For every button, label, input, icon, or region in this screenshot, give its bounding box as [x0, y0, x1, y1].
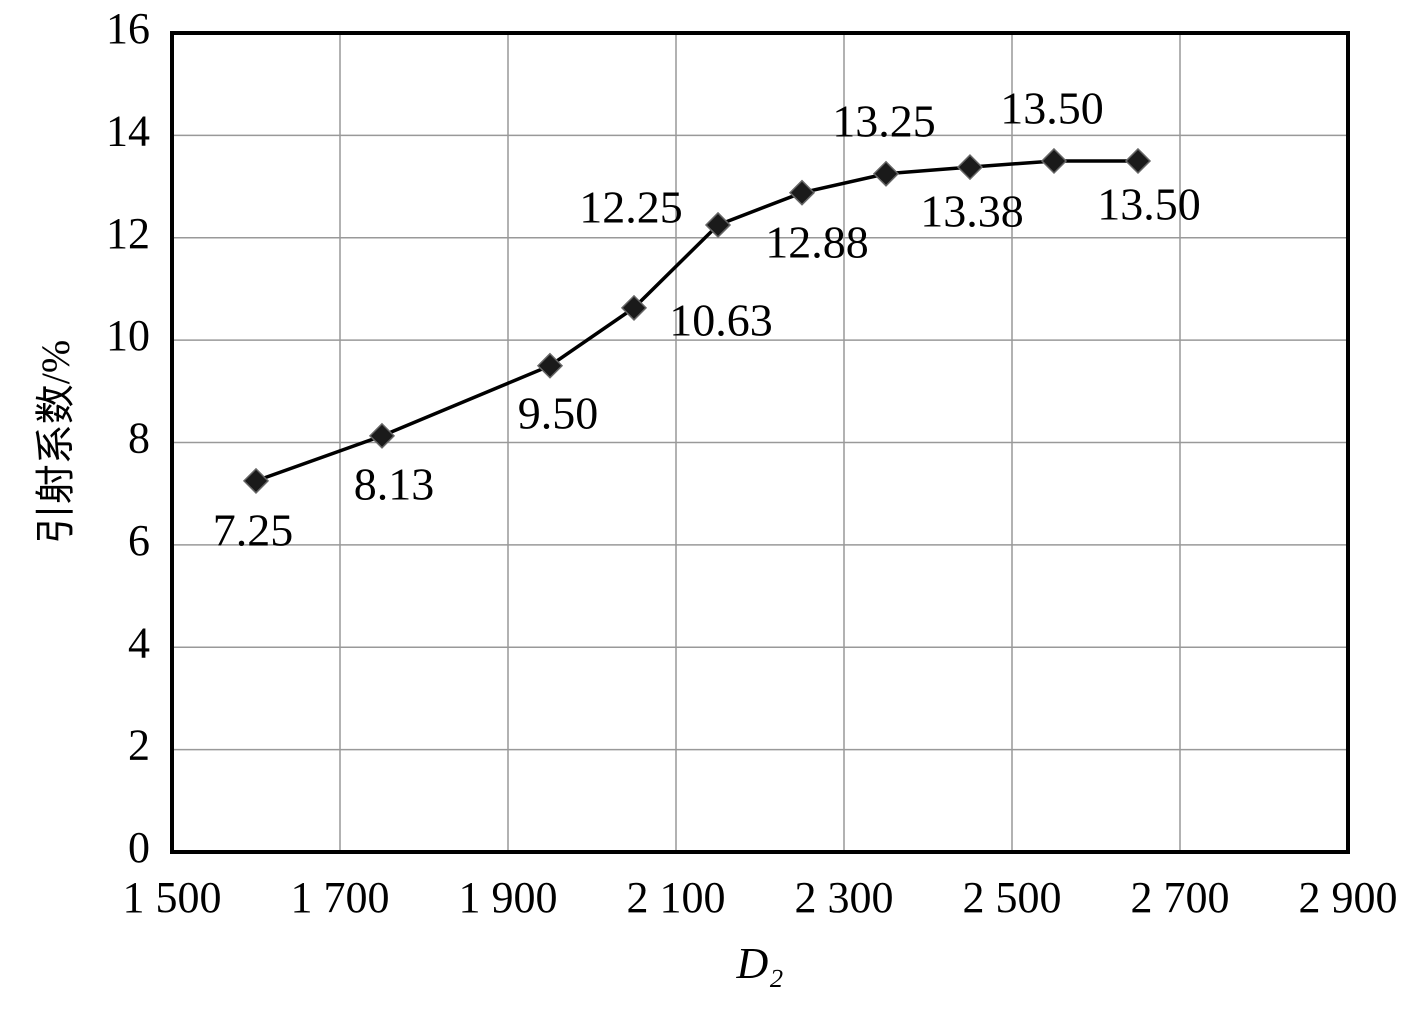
data-label: 13.50 [1097, 179, 1201, 230]
data-point [956, 154, 984, 181]
data-point [1124, 147, 1152, 175]
data-point [704, 211, 732, 239]
x-tick-label: 1 500 [123, 873, 222, 922]
x-tick-label: 2 500 [963, 873, 1062, 922]
y-axis-label: 引射系数/% [33, 340, 78, 544]
x-tick-label: 1 700 [291, 873, 390, 922]
data-label: 7.25 [213, 504, 294, 555]
data-point [620, 294, 648, 321]
data-point [242, 467, 270, 494]
data-label: 13.38 [920, 186, 1024, 237]
x-tick-label: 2 300 [795, 873, 894, 922]
data-point [1040, 147, 1068, 175]
x-tick-label: 2 900 [1299, 873, 1398, 922]
y-tick-label: 6 [128, 516, 150, 565]
data-label: 8.13 [354, 458, 435, 509]
y-tick-label: 16 [106, 4, 150, 53]
data-point [872, 160, 900, 187]
data-line [255, 159, 1138, 483]
x-axis-label: D₂ [735, 939, 783, 988]
data-point [788, 179, 816, 206]
y-tick-label: 10 [106, 311, 150, 360]
data-label: 12.25 [579, 182, 683, 233]
y-tick-label: 8 [128, 414, 150, 463]
data-label: 13.50 [1000, 83, 1104, 134]
x-tick-label: 1 900 [459, 873, 558, 922]
y-tick-label: 14 [106, 106, 150, 155]
data-label: 13.25 [832, 95, 936, 146]
data-point [368, 422, 396, 449]
y-tick-label: 12 [106, 209, 150, 258]
y-tick-label: 2 [128, 721, 150, 770]
x-tick-label: 2 100 [627, 873, 726, 922]
y-tick-label: 0 [128, 823, 150, 872]
data-point [536, 352, 564, 379]
y-tick-label: 4 [128, 618, 150, 667]
data-label: 9.50 [518, 387, 599, 438]
data-label: 10.63 [669, 294, 773, 345]
data-label: 12.88 [765, 216, 869, 267]
plot-frame [170, 31, 1350, 854]
x-tick-label: 2 700 [1131, 873, 1230, 922]
